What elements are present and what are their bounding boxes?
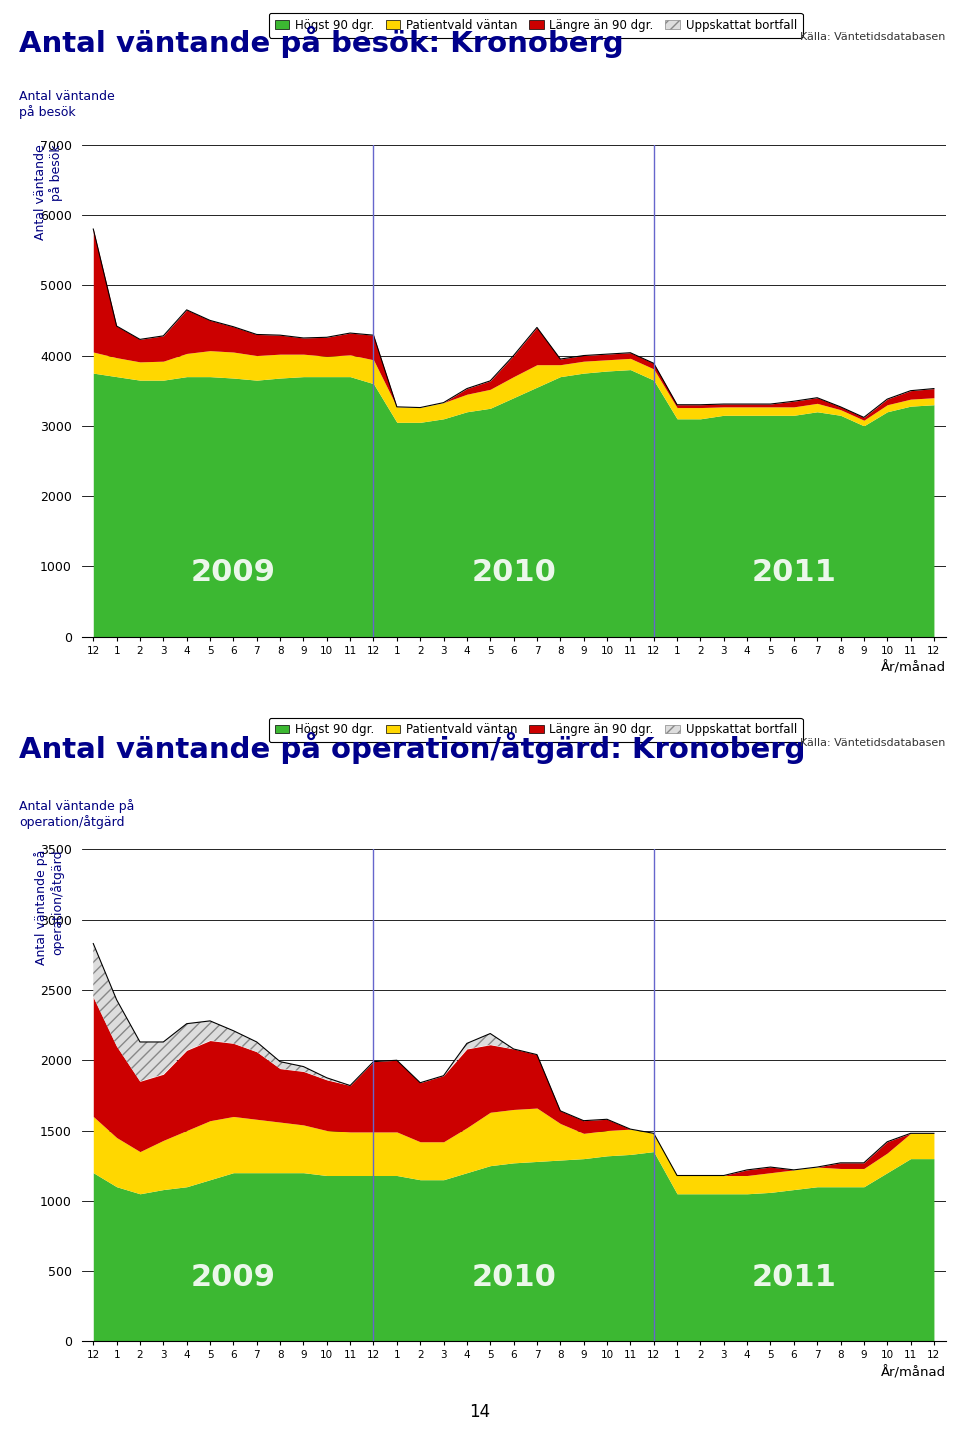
Text: Antal väntande på
operation/åtgärd: Antal väntande på operation/åtgärd xyxy=(19,799,134,829)
Legend: Högst 90 dgr., Patientvald väntan, Längre än 90 dgr., Uppskattat bortfall: Högst 90 dgr., Patientvald väntan, Längr… xyxy=(269,13,803,38)
Text: 2011: 2011 xyxy=(752,559,836,587)
Text: 2009: 2009 xyxy=(191,1263,276,1292)
X-axis label: År/månad: År/månad xyxy=(880,1366,946,1379)
Text: Källa: Väntetidsdatabasen: Källa: Väntetidsdatabasen xyxy=(801,32,946,42)
Text: 2010: 2010 xyxy=(471,559,556,587)
Y-axis label: Antal väntande på
operation/åtgärd: Antal väntande på operation/åtgärd xyxy=(35,849,64,965)
X-axis label: År/månad: År/månad xyxy=(880,661,946,674)
Text: Antal väntande
på besök: Antal väntande på besök xyxy=(19,90,115,119)
Legend: Högst 90 dgr., Patientvald väntan, Längre än 90 dgr., Uppskattat bortfall: Högst 90 dgr., Patientvald väntan, Längr… xyxy=(269,718,803,742)
Text: 2011: 2011 xyxy=(752,1263,836,1292)
Text: Källa: Väntetidsdatabasen: Källa: Väntetidsdatabasen xyxy=(801,738,946,748)
Text: 14: 14 xyxy=(469,1404,491,1421)
Text: Antal väntande på operation/åtgärd: Kronoberg: Antal väntande på operation/åtgärd: Kron… xyxy=(19,732,805,764)
Text: Antal väntande på besök: Kronoberg: Antal väntande på besök: Kronoberg xyxy=(19,26,624,58)
Y-axis label: Antal väntande
på besök: Antal väntande på besök xyxy=(35,145,63,240)
Text: 2010: 2010 xyxy=(471,1263,556,1292)
Text: 2009: 2009 xyxy=(191,559,276,587)
